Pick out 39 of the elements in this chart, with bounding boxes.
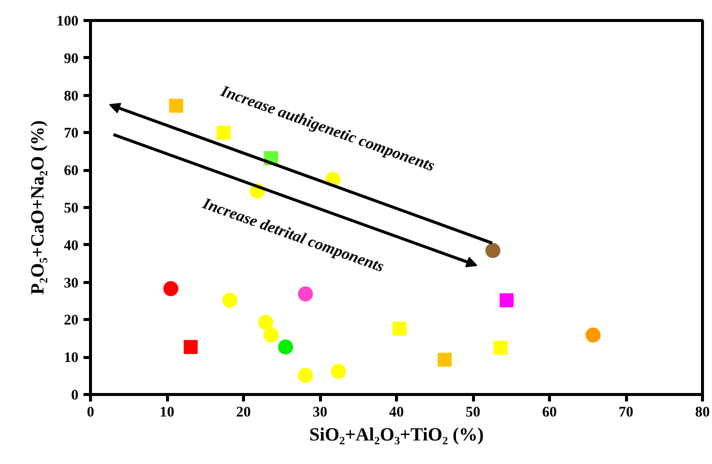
- y-axis-title: P₂O₅+CaO+Na₂O (%): [28, 120, 49, 295]
- x-tick-label: 60: [542, 404, 557, 420]
- y-tick-label: 50: [64, 200, 78, 216]
- point: [278, 340, 294, 354]
- point: [298, 368, 313, 383]
- y-tick-label: 40: [64, 238, 78, 254]
- y-tick-label: 10: [64, 350, 78, 366]
- point: [169, 98, 184, 113]
- point: [216, 126, 231, 140]
- y-tick-label: 20: [64, 312, 78, 329]
- point: [500, 293, 514, 308]
- x-tick-label: 70: [618, 404, 634, 420]
- y-tick-label: 30: [64, 275, 78, 292]
- point: [586, 328, 601, 343]
- point: [258, 314, 274, 330]
- x-tick-label: 10: [160, 404, 174, 420]
- point: [438, 352, 452, 367]
- y-tick-label: 70: [64, 126, 78, 142]
- x-tick-label: 20: [236, 404, 251, 420]
- y-tick-label: 90: [64, 50, 78, 67]
- y-tick-label: 60: [64, 163, 78, 180]
- point: [222, 292, 238, 308]
- x-axis-title: SiO₂+Al₂O₃+TiO₂ (%): [309, 424, 484, 446]
- point: [330, 364, 346, 379]
- y-tick-label: 0: [71, 388, 78, 404]
- point: [485, 243, 500, 258]
- point: [264, 328, 279, 343]
- point: [298, 286, 313, 302]
- x-tick-label: 30: [312, 404, 328, 420]
- x-tick-label: 50: [466, 404, 480, 420]
- x-tick-label: 80: [695, 404, 710, 420]
- point: [392, 322, 407, 336]
- point: [184, 340, 198, 354]
- y-tick-label: 100: [56, 14, 78, 30]
- x-tick-label: 40: [389, 404, 404, 420]
- x-tick-label: 0: [86, 404, 94, 420]
- y-tick-label: 80: [64, 88, 78, 104]
- point: [494, 340, 508, 355]
- point: [163, 281, 178, 296]
